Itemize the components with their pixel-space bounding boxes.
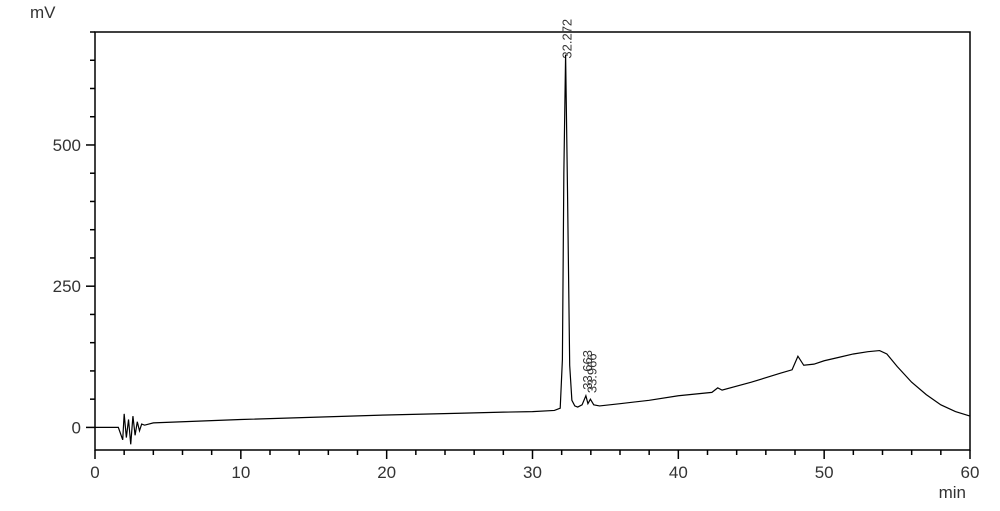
y-tick-label: 0 xyxy=(72,418,81,437)
x-tick-label: 10 xyxy=(231,463,250,482)
plot-border xyxy=(95,32,970,450)
y-tick-label: 250 xyxy=(53,277,81,296)
x-tick-label: 50 xyxy=(815,463,834,482)
x-tick-label: 40 xyxy=(669,463,688,482)
peak-label: 32.272 xyxy=(560,19,575,59)
chromatogram-chart: 01020304050600250500mVmin32.27233.66333.… xyxy=(0,0,1000,511)
peak-label: 33.966 xyxy=(584,353,599,393)
chart-svg: 01020304050600250500mVmin32.27233.66333.… xyxy=(0,0,1000,511)
y-tick-label: 500 xyxy=(53,136,81,155)
x-tick-label: 0 xyxy=(90,463,99,482)
y-axis-label: mV xyxy=(30,3,56,22)
x-tick-label: 30 xyxy=(523,463,542,482)
chromatogram-trace xyxy=(95,55,970,445)
x-tick-label: 20 xyxy=(377,463,396,482)
x-axis-label: min xyxy=(939,483,966,502)
x-tick-label: 60 xyxy=(961,463,980,482)
